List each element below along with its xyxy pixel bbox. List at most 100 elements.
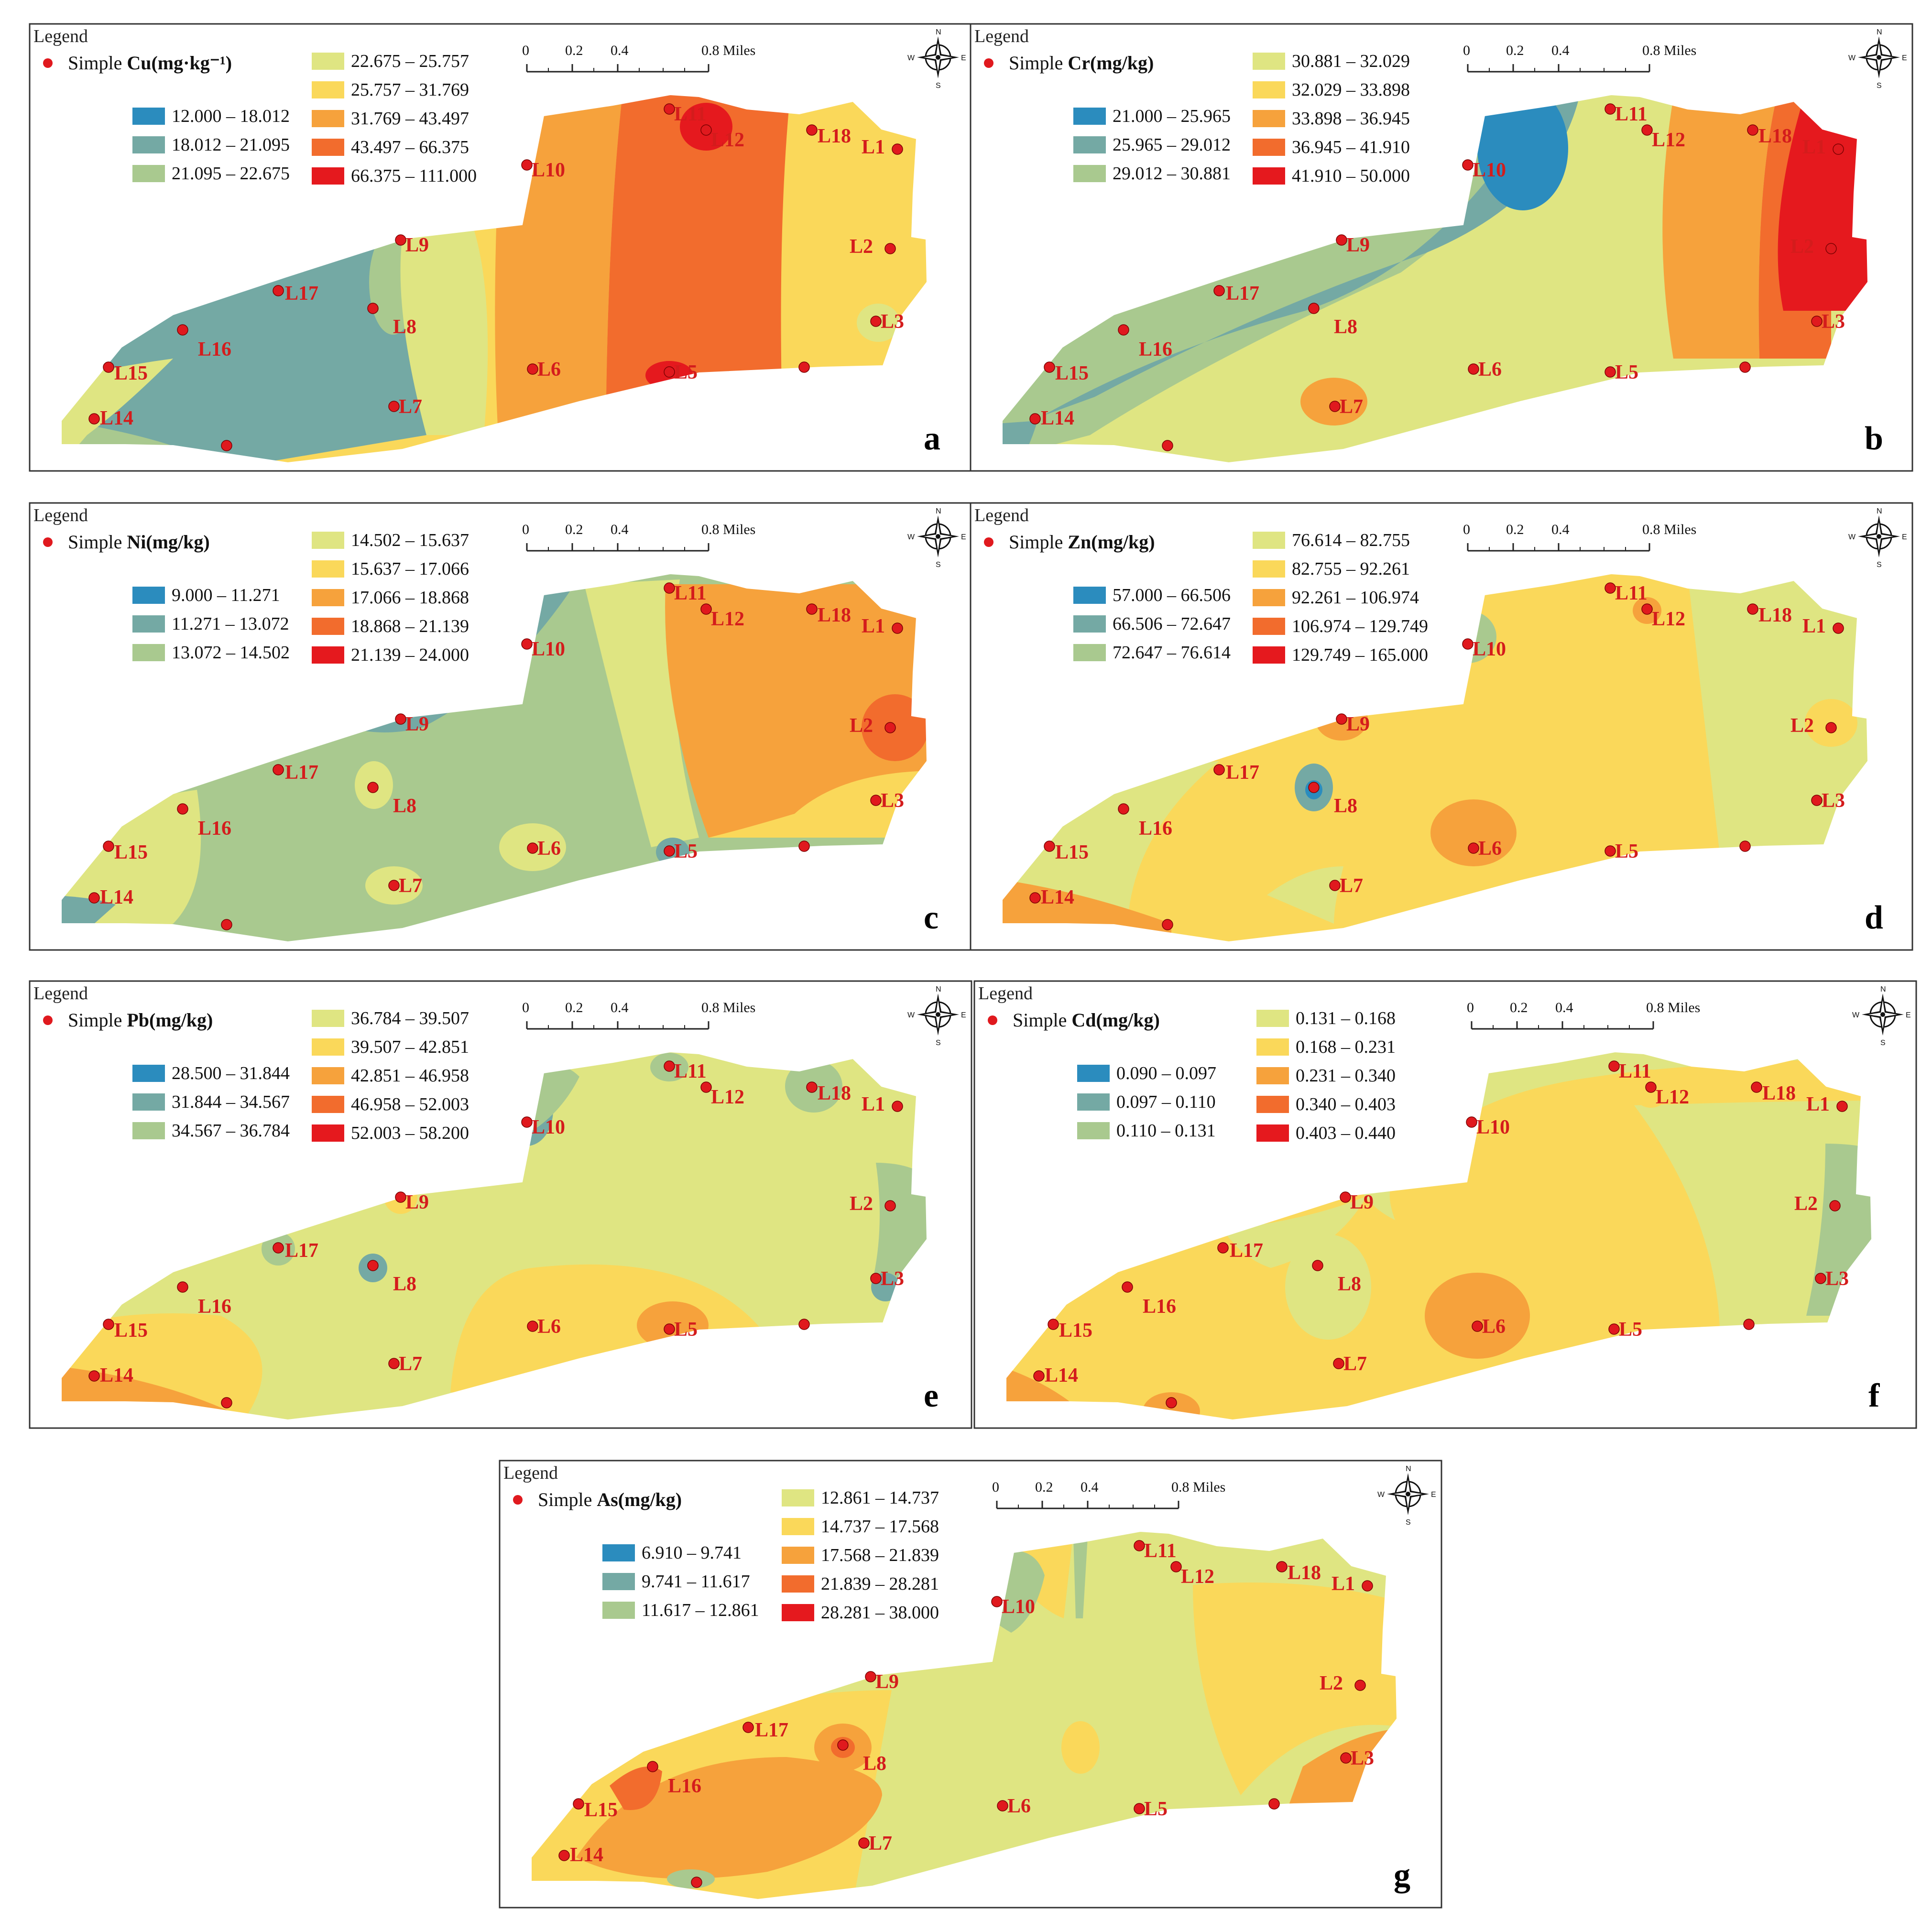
svg-text:N: N — [1877, 28, 1882, 36]
site-marker — [870, 795, 882, 806]
site-label-l15: L15 — [114, 1320, 148, 1342]
site-marker — [1829, 1200, 1841, 1212]
site-marker — [870, 1273, 882, 1284]
site-label-l6: L6 — [1007, 1795, 1031, 1817]
site-label-l3: L3 — [1822, 790, 1845, 812]
site-label-l1: L1 — [862, 1093, 885, 1115]
site-label-l8: L8 — [393, 795, 416, 817]
legend-site-dot — [43, 58, 53, 68]
site-label-l16: L16 — [1139, 338, 1172, 360]
site-marker — [273, 764, 284, 775]
site-label-l16: L16 — [198, 818, 231, 840]
site-label-l17: L17 — [285, 283, 318, 305]
site-marker — [1747, 124, 1758, 136]
north-arrow-icon: N S E W — [907, 507, 966, 569]
legend-swatch-4 — [782, 1489, 814, 1506]
site-label-l11: L11 — [1615, 582, 1648, 604]
scale-tick-label: 0.2 — [565, 522, 583, 537]
class-area — [1061, 1721, 1100, 1774]
site-marker — [1134, 1540, 1145, 1551]
legend-class-6: 33.898 – 36.945 — [1292, 109, 1410, 129]
legend-swatch-6 — [1253, 110, 1285, 127]
site-label-l1: L1 — [862, 615, 885, 637]
site-label-l3: L3 — [1822, 311, 1845, 333]
site-marker — [1605, 366, 1616, 378]
svg-text:E: E — [961, 54, 966, 62]
site-marker — [1605, 582, 1616, 594]
site-marker — [1605, 845, 1616, 857]
site-label-l7: L7 — [1340, 396, 1363, 418]
scale-tick-label: 0 — [1463, 43, 1470, 58]
legend-swatch-5 — [312, 1038, 344, 1056]
site-marker — [865, 1671, 876, 1682]
site-marker — [103, 361, 114, 373]
site-label-l14: L14 — [1045, 1364, 1078, 1386]
legend-swatch-3 — [132, 1122, 165, 1139]
legend-class-5: 14.737 – 17.568 — [821, 1517, 939, 1537]
legend-swatch-4 — [312, 53, 344, 70]
site-label-l8: L8 — [1338, 1273, 1361, 1295]
site-label-l7: L7 — [1340, 875, 1363, 897]
legend-swatch-6 — [312, 110, 344, 127]
legend-class-7: 36.945 – 41.910 — [1292, 137, 1410, 157]
site-label-l7: L7 — [1343, 1353, 1367, 1375]
site-marker — [806, 603, 818, 615]
site-marker — [521, 159, 533, 171]
scale-bar: 0 0.2 0.4 0.8 Miles — [522, 1000, 755, 1030]
legend-swatch-1 — [1077, 1065, 1110, 1082]
site-label-l12: L12 — [711, 608, 744, 630]
legend-swatch-3 — [132, 644, 165, 661]
legend-swatch-8 — [1253, 167, 1285, 185]
scale-tick-label: 0 — [522, 1000, 529, 1015]
site-label-l15: L15 — [114, 362, 148, 384]
site-marker — [1836, 1101, 1848, 1112]
scale-tick-label: 0.8 Miles — [701, 1000, 755, 1015]
legend-swatch-7 — [1253, 139, 1285, 156]
legend-swatch-3 — [132, 165, 165, 182]
panel-letter: g — [1394, 1857, 1410, 1894]
scale-bar: 0 0.2 0.4 0.8 Miles — [992, 1479, 1225, 1509]
site-marker — [858, 1837, 870, 1849]
site-label-l14: L14 — [100, 407, 133, 429]
svg-text:S: S — [936, 82, 941, 90]
scale-tick-label: 0.4 — [1551, 522, 1570, 537]
legend-class-7: 0.340 – 0.403 — [1296, 1094, 1396, 1114]
site-marker — [273, 285, 284, 296]
site-label-l10: L10 — [1002, 1596, 1035, 1618]
legend-class-8: 66.375 – 111.000 — [351, 166, 477, 186]
site-marker — [1340, 1752, 1352, 1764]
site-marker — [1747, 603, 1758, 615]
site-marker — [664, 1060, 675, 1072]
site-marker — [1468, 363, 1479, 375]
legend-class-2: 11.271 – 13.072 — [172, 614, 289, 634]
scale-tick-label: 0.8 Miles — [1646, 1000, 1700, 1015]
site-marker — [177, 1281, 188, 1293]
legend-class-1: 0.090 – 0.097 — [1116, 1063, 1216, 1083]
site-marker — [1213, 764, 1225, 775]
site-marker — [521, 638, 533, 650]
site-label-l15: L15 — [584, 1799, 618, 1821]
site-marker — [1811, 795, 1823, 806]
site-marker — [1162, 919, 1173, 930]
svg-text:N: N — [936, 985, 941, 993]
site-marker — [1605, 103, 1616, 115]
legend-swatch-6 — [1256, 1067, 1289, 1084]
legend-swatch-8 — [782, 1604, 814, 1621]
site-marker — [1029, 413, 1041, 425]
site-marker — [1213, 285, 1225, 296]
site-label-l8: L8 — [1334, 316, 1357, 338]
legend-class-5: 0.168 – 0.231 — [1296, 1037, 1396, 1057]
site-marker — [1118, 324, 1129, 336]
legend-class-4: 12.861 – 14.737 — [821, 1488, 939, 1508]
site-marker — [884, 243, 896, 254]
site-label-l10: L10 — [532, 1116, 565, 1138]
site-marker — [527, 363, 538, 375]
class-area — [1662, 95, 1783, 359]
legend-class-3: 29.012 – 30.881 — [1113, 164, 1231, 184]
site-label-l5: L5 — [674, 361, 698, 383]
site-label-l18: L18 — [1758, 125, 1792, 147]
legend-title: Legend — [33, 983, 88, 1004]
legend-swatch-7 — [1253, 618, 1285, 635]
site-marker — [664, 845, 675, 857]
